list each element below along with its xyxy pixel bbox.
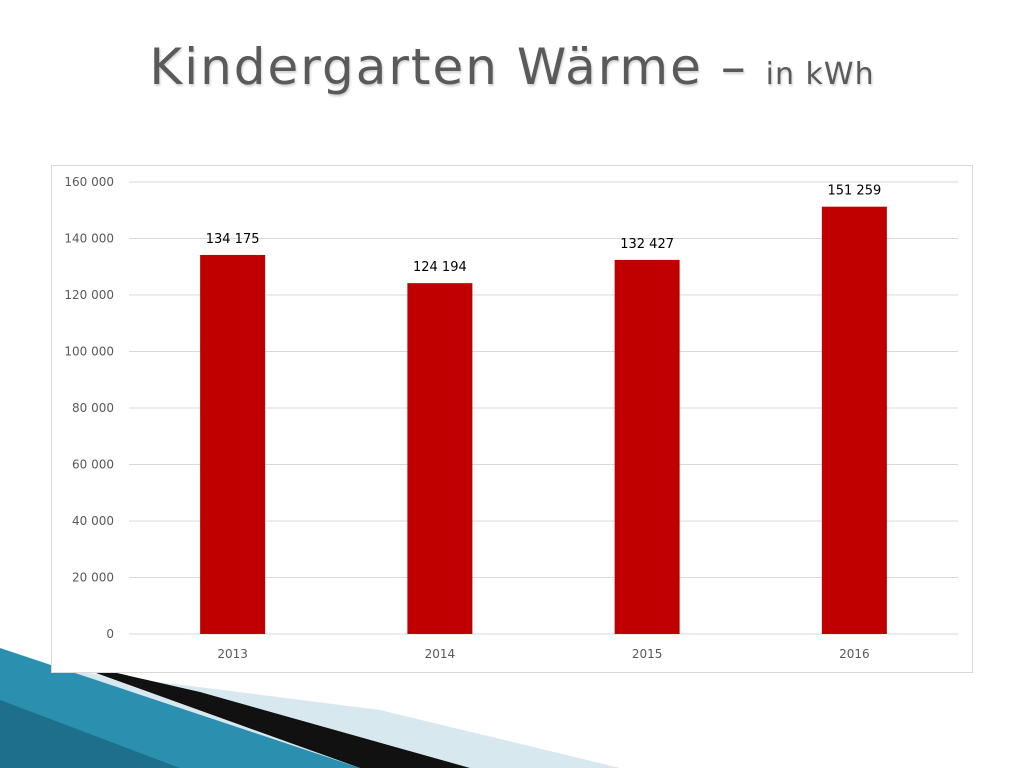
bar-chart: 0 20 000 40 000 60 000 80 000 100 000 120 000 1… — [64, 175, 958, 661]
slide-title: Kindergarten Wärme – in kWh — [0, 38, 1024, 96]
y-tick-label: 140 000 — [64, 232, 114, 246]
y-tick-label: 160 000 — [64, 175, 114, 189]
slide-title-main: Kindergarten Wärme – — [149, 38, 766, 96]
y-tick-label: 0 — [106, 627, 114, 641]
y-tick-label: 80 000 — [72, 401, 114, 415]
x-tick-label: 2015 — [632, 647, 663, 661]
y-tick-label: 20 000 — [72, 571, 114, 585]
data-label: 134 175 — [206, 232, 260, 247]
x-tick-label: 2014 — [425, 647, 456, 661]
y-tick-label: 100 000 — [64, 345, 114, 359]
y-tick-label: 60 000 — [72, 458, 114, 472]
swoosh-black — [60, 660, 470, 768]
y-tick-label: 120 000 — [64, 288, 114, 302]
data-label: 132 427 — [620, 237, 674, 252]
y-tick-label: 40 000 — [72, 514, 114, 528]
data-label: 151 259 — [827, 184, 881, 199]
data-label: 124 194 — [413, 260, 467, 275]
x-tick-label: 2013 — [217, 647, 248, 661]
bar — [200, 254, 266, 634]
chart-frame: 0 20 000 40 000 60 000 80 000 100 000 120 000 1… — [51, 165, 973, 673]
x-tick-label: 2016 — [839, 647, 870, 661]
swoosh-blue-dark — [0, 700, 180, 768]
bar — [821, 206, 887, 634]
slide-title-unit: in kWh — [765, 57, 875, 92]
bar — [614, 259, 680, 634]
bar — [407, 283, 473, 634]
